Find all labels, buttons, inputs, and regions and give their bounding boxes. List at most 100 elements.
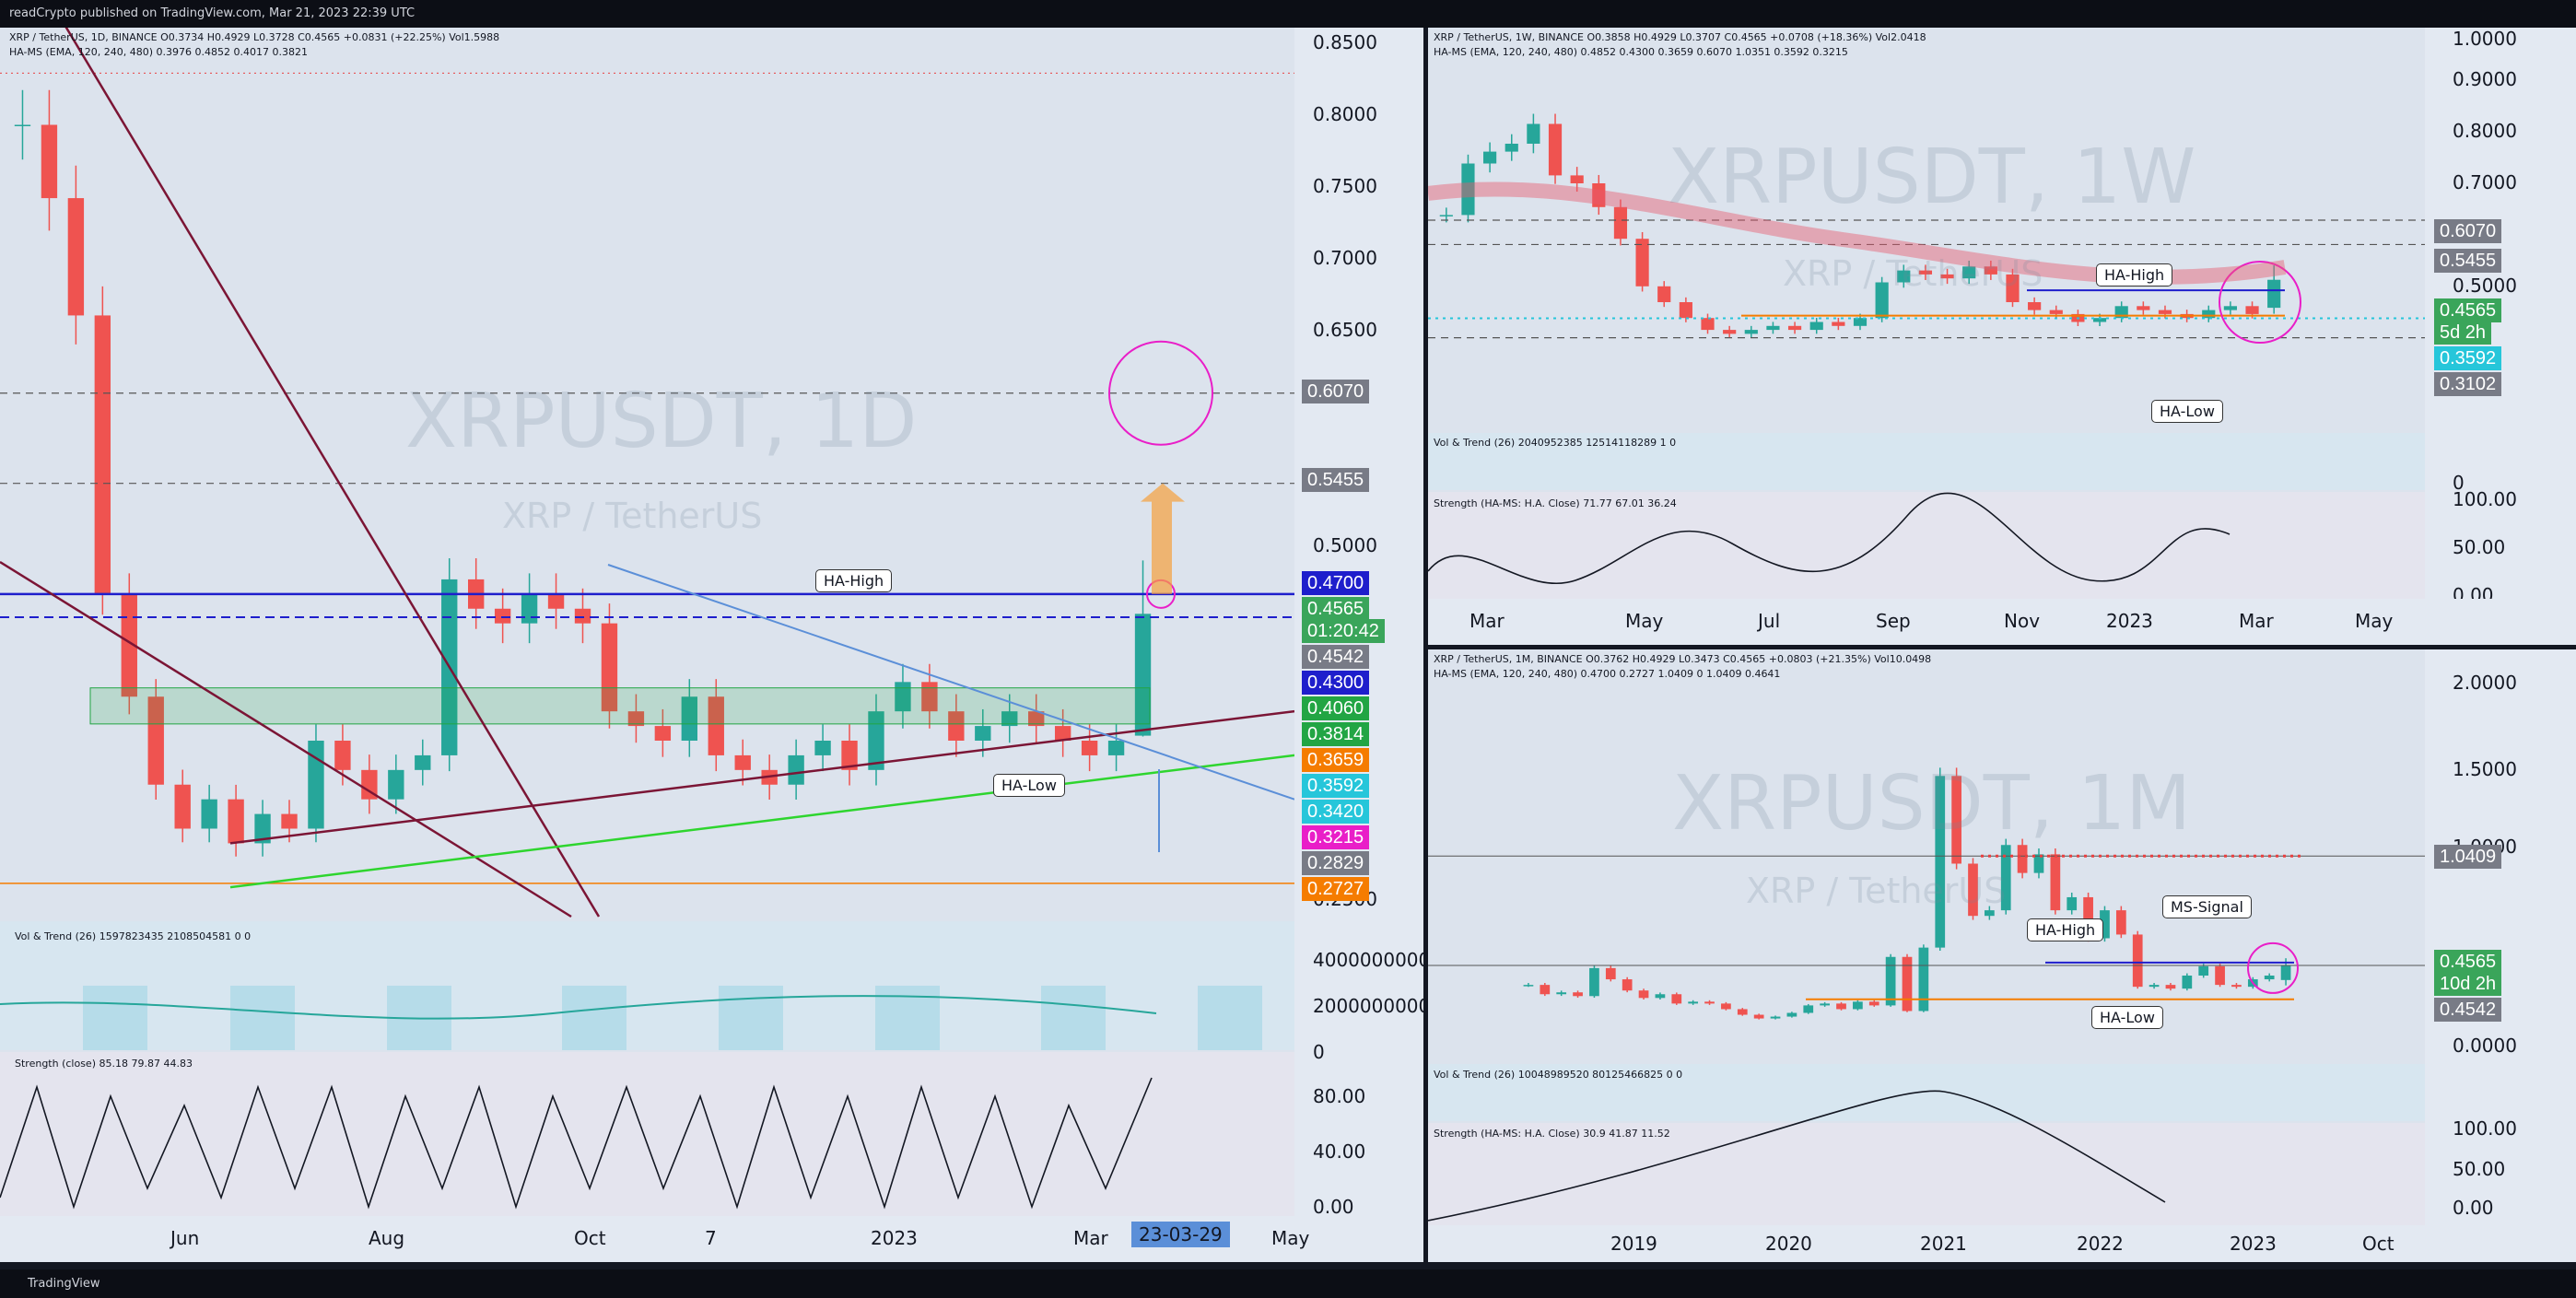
monthly-ytick: 1.5000 — [2453, 758, 2517, 780]
monthly-price-axis[interactable]: 2.0000 1.5000 1.0000 0.0000 1.0409 0.456… — [2425, 649, 2576, 1232]
weekly-xtick: May — [1625, 610, 1664, 632]
monthly-str-tick: 100.00 — [2453, 1117, 2517, 1140]
monthly-indicator-line: HA-MS (EMA, 120, 240, 480) 0.4700 0.2727… — [1434, 668, 1781, 680]
monthly-candle-body — [2182, 976, 2193, 989]
weekly-time-axis[interactable]: Mar May Jul Sep Nov 2023 Mar May — [1428, 599, 2576, 645]
weekly-candle-body — [2202, 310, 2216, 319]
daily-badge-0.3420: 0.3420 — [1302, 800, 1370, 824]
daily-symbol-line: XRP / TetherUS, 1D, BINANCE O0.3734 H0.4… — [9, 31, 500, 43]
monthly-vol-pane-title: Vol & Trend (26) 10048989520 80125466825… — [1434, 1069, 1683, 1081]
weekly-candle-body — [2245, 306, 2259, 314]
weekly-ytick: 0.7000 — [2453, 171, 2517, 193]
daily-badge-0.4700: 0.4700 — [1302, 571, 1370, 595]
weekly-candle-body — [1787, 325, 1802, 331]
monthly-ytick: 2.0000 — [2453, 672, 2517, 694]
daily-xtick: May — [1271, 1227, 1310, 1249]
weekly-candle-body — [1832, 322, 1845, 326]
daily-ytick: 0.8500 — [1313, 31, 1377, 53]
monthly-strength-line — [1428, 1090, 2166, 1222]
weekly-badge-0.6070: 0.6070 — [2434, 219, 2502, 243]
weekly-watermark: XRPUSDT, 1W — [1668, 134, 2196, 221]
weekly-candle-body — [1809, 322, 1823, 331]
monthly-candle-body — [1737, 1009, 1748, 1015]
daily-candle-body — [147, 696, 164, 785]
daily-chart-canvas[interactable] — [0, 28, 1423, 1262]
monthly-str-tick: 0.00 — [2453, 1197, 2494, 1219]
weekly-xtick: Sep — [1876, 610, 1911, 632]
weekly-candle-body — [1984, 266, 1997, 275]
weekly-xtick: Jul — [1758, 610, 1781, 632]
weekly-str-tick: 100.00 — [2453, 488, 2517, 510]
weekly-candle-body — [2137, 306, 2150, 310]
weekly-candle-body — [1505, 144, 1518, 152]
monthly-candle-body — [2198, 965, 2209, 976]
daily-candle-body — [681, 696, 697, 741]
weekly-ytick: 0.8000 — [2453, 120, 2517, 142]
monthly-candle-body — [1704, 1001, 1715, 1004]
monthly-candle-body — [2115, 910, 2126, 935]
daily-vol-tick: 0 — [1313, 1041, 1325, 1063]
daily-candle-body — [1107, 741, 1125, 755]
weekly-chart-panel[interactable]: XRPUSDT, 1W XRP / TetherUS XRP / TetherU… — [1428, 28, 2576, 645]
weekly-callout-ha-low: HA-Low — [2151, 400, 2223, 423]
daily-trendline-down-1 — [64, 28, 601, 918]
monthly-str-tick: 50.00 — [2453, 1158, 2506, 1180]
weekly-candle-body — [1897, 270, 1911, 283]
publisher-text: readCrypto published on TradingView.com,… — [9, 6, 416, 20]
daily-vol-tick: 4000000000 — [1313, 949, 1431, 971]
tradingview-brand[interactable]: TradingView — [28, 1277, 100, 1291]
daily-price-axis[interactable]: 0.8500 0.8000 0.7500 0.7000 0.6500 0.500… — [1294, 28, 1430, 1234]
weekly-badge-0.3592: 0.3592 — [2434, 346, 2502, 370]
daily-vol-trend-line — [0, 995, 1157, 1020]
daily-volume-band — [230, 986, 295, 1050]
monthly-chart-canvas[interactable] — [1428, 649, 2576, 1262]
daily-candle-body — [361, 769, 378, 800]
weekly-badge-0.3102: 0.3102 — [2434, 372, 2502, 396]
weekly-candle-body — [1853, 318, 1868, 326]
monthly-candle-body — [1523, 985, 1534, 987]
monthly-vol-pane-bg — [1428, 1064, 2425, 1121]
monthly-candle-body — [1968, 863, 1978, 917]
daily-candle-body — [895, 682, 911, 712]
daily-candle-body — [547, 593, 565, 609]
monthly-xtick: 2022 — [2077, 1233, 2124, 1255]
daily-green-trendline — [229, 754, 1295, 889]
weekly-candle-body — [2006, 274, 2020, 302]
monthly-callout-ha-high: HA-High — [2027, 918, 2104, 941]
weekly-candle-body — [1613, 206, 1628, 240]
daily-badge-0.6070: 0.6070 — [1302, 380, 1370, 403]
daily-support-box — [89, 687, 1151, 725]
weekly-candle-body — [1766, 325, 1780, 331]
weekly-ytick: 0.9000 — [2453, 68, 2517, 90]
monthly-badge-1.0409: 1.0409 — [2434, 845, 2502, 869]
daily-candle-body — [734, 754, 751, 770]
weekly-vol-pane-title: Vol & Trend (26) 2040952385 12514118289 … — [1434, 437, 1677, 449]
monthly-candle-body — [2280, 965, 2291, 980]
monthly-candle-body — [1622, 979, 1633, 991]
daily-volume-band — [562, 986, 626, 1050]
daily-candle-body — [574, 608, 591, 624]
weekly-chart-canvas[interactable] — [1428, 28, 2576, 645]
daily-chart-panel[interactable]: XRPUSDT, 1D XRP / TetherUS XRP / TetherU… — [0, 28, 1423, 1262]
daily-time-axis[interactable]: Jun Aug Oct 7 2023 Mar May 23-03-29 — [0, 1216, 1423, 1262]
daily-xtick: 2023 — [871, 1227, 918, 1249]
daily-candle-body — [841, 741, 858, 770]
daily-strength-pane-bg — [0, 1052, 1294, 1245]
weekly-price-axis[interactable]: 1.0000 0.9000 0.8000 0.7000 0.5000 0 0.6… — [2425, 28, 2576, 617]
monthly-xtick: Oct — [2362, 1233, 2395, 1255]
monthly-time-axis[interactable]: 2019 2020 2021 2022 2023 Oct — [1428, 1225, 2576, 1262]
daily-xtick: Mar — [1073, 1227, 1108, 1249]
daily-vol-pane-title: Vol & Trend (26) 1597823435 2108504581 0… — [15, 930, 252, 942]
monthly-candle-body — [1885, 956, 1896, 1006]
monthly-candle-body — [1853, 1001, 1863, 1010]
monthly-candle-body — [1540, 985, 1551, 995]
daily-ytick: 0.8000 — [1313, 103, 1377, 125]
monthly-chart-panel[interactable]: XRPUSDT, 1M XRP / TetherUS XRP / TetherU… — [1428, 649, 2576, 1262]
daily-candle-body — [868, 711, 884, 770]
daily-badge-0.4060: 0.4060 — [1302, 696, 1370, 720]
daily-candle-body — [1054, 726, 1071, 741]
daily-trendline-up — [229, 709, 1295, 845]
weekly-candle-body — [1918, 270, 1933, 275]
weekly-candle-body — [1592, 183, 1606, 207]
weekly-xtick: Nov — [2004, 610, 2041, 632]
